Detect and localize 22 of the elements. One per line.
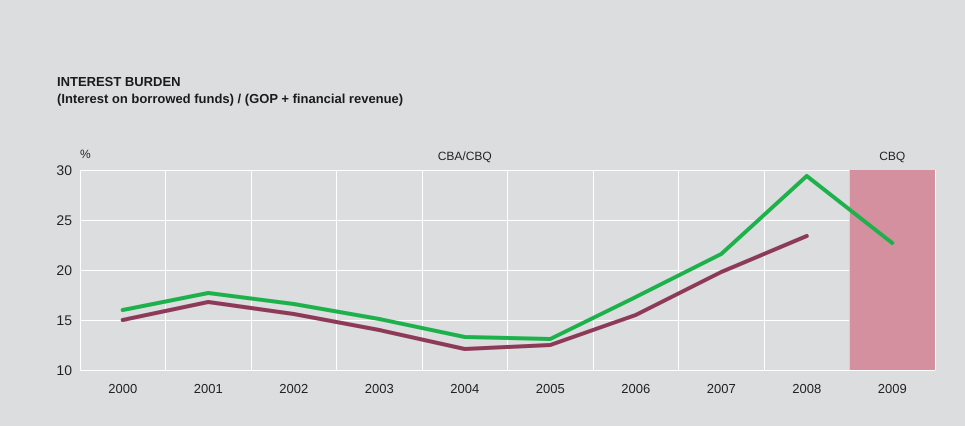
x-tick-label: 2004: [450, 381, 480, 396]
x-tick-label: 2005: [536, 381, 565, 396]
x-tick-label: 2007: [706, 381, 736, 396]
x-tick-label: 2001: [194, 381, 223, 396]
text: CBA/CBQ: [438, 149, 492, 163]
line-series: [120, 234, 809, 351]
x-tick-label: 2003: [364, 381, 394, 396]
x-tick-label: 2009: [878, 381, 907, 396]
x-tick-label: 2002: [279, 381, 308, 396]
chart-subtitle: (Interest on borrowed funds) / (GOP + financial revenue): [57, 91, 404, 106]
x-tick-label: 2006: [621, 381, 650, 396]
line-series: [120, 174, 894, 341]
y-tick-label: 20: [56, 262, 72, 278]
y-tick-label: 10: [56, 362, 72, 378]
y-tick-label: 25: [56, 212, 72, 228]
x-tick-label: 2000: [108, 381, 138, 396]
y-tick-label: 30: [56, 162, 72, 178]
band-label: CBQ: [879, 149, 906, 163]
y-axis-title: %: [80, 147, 91, 161]
y-tick-label: 15: [56, 312, 72, 328]
x-tick-label: 2008: [792, 381, 822, 396]
chart-title: INTEREST BURDEN: [57, 74, 181, 89]
